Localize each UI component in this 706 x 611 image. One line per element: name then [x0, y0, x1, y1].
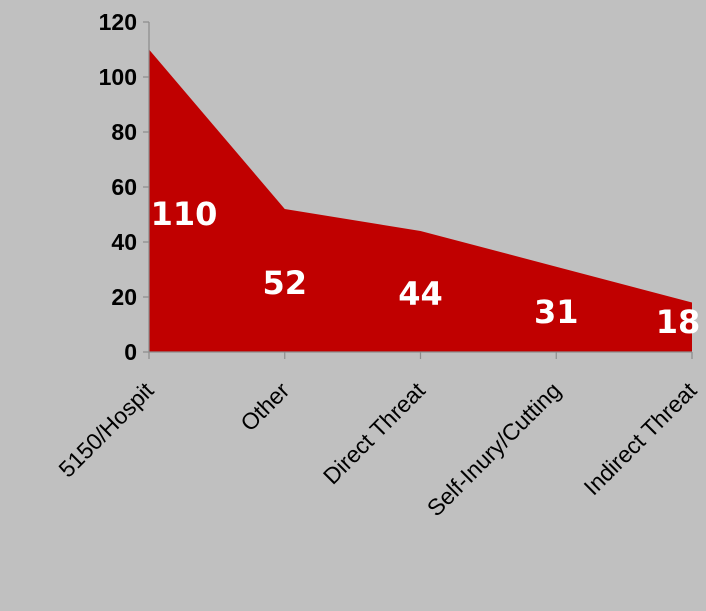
data-label: 44 [398, 275, 443, 313]
x-axis: 5150/Hospit Other Direct ThreatSelf-Inury/… [53, 351, 702, 521]
data-label: 110 [151, 195, 218, 233]
data-label: 18 [656, 303, 701, 341]
x-tick-label: Indirect Threat [579, 377, 702, 500]
data-label: 31 [534, 293, 579, 331]
y-tick-label: 120 [99, 9, 137, 35]
x-tick-label: Direct Threat [318, 377, 431, 490]
y-tick-label: 0 [124, 339, 137, 365]
x-tick-label: 5150/Hospit [53, 377, 159, 483]
x-tick-label: Self-Inury/Cutting [422, 377, 566, 521]
data-label: 52 [262, 264, 307, 302]
y-axis: 0 20 40 60 80 100 120 [99, 9, 150, 365]
y-tick-label: 100 [99, 64, 137, 90]
x-tick-label: Other [235, 377, 294, 436]
plot-area [149, 49, 692, 352]
y-tick-label: 60 [111, 174, 137, 200]
data-labels: 110 52 44 31 18 [151, 195, 701, 341]
y-tick-label: 40 [111, 229, 137, 255]
area-series [149, 49, 692, 352]
y-tick-label: 80 [111, 119, 137, 145]
y-tick-label: 20 [111, 284, 137, 310]
